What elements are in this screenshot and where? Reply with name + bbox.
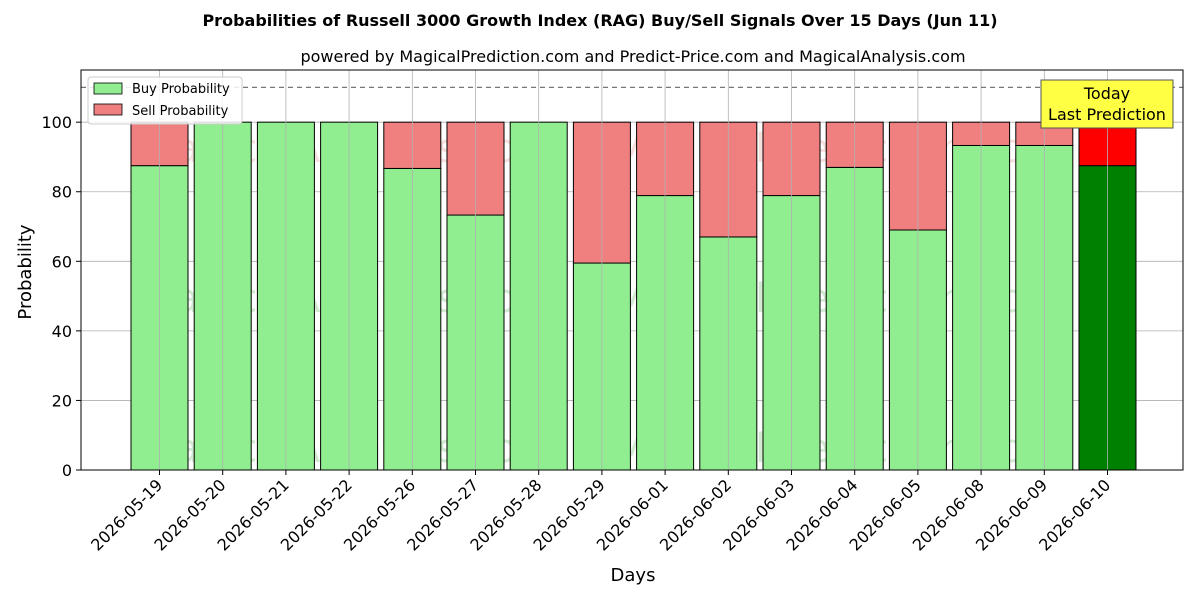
today-callout-line1: Today bbox=[1083, 84, 1130, 103]
y-tick-label: 40 bbox=[52, 322, 72, 341]
y-tick-label: 0 bbox=[62, 461, 72, 480]
x-axis-ticks: 2026-05-192026-05-202026-05-212026-05-22… bbox=[87, 470, 1114, 555]
chart-subtitle: powered by MagicalPrediction.com and Pre… bbox=[300, 47, 965, 66]
legend-box bbox=[87, 76, 243, 125]
y-tick-label: 20 bbox=[52, 391, 72, 410]
today-callout: Today Last Prediction bbox=[1040, 79, 1174, 129]
legend-sell-swatch bbox=[93, 103, 123, 116]
y-axis-label: Probability bbox=[15, 224, 36, 319]
legend-buy-label: Buy Probability bbox=[132, 82, 230, 97]
y-tick-label: 60 bbox=[52, 252, 72, 271]
x-axis-label: Days bbox=[611, 565, 656, 586]
y-axis-ticks: 0 20 40 60 80 100 bbox=[41, 113, 81, 480]
legend-sell-label: Sell Probability bbox=[132, 104, 229, 119]
today-callout-box bbox=[1040, 79, 1174, 129]
y-tick-label: 100 bbox=[41, 113, 72, 132]
legend-buy-swatch bbox=[93, 82, 123, 95]
threshold-layer bbox=[81, 70, 1183, 470]
chart-title: Probabilities of Russell 3000 Growth Ind… bbox=[202, 11, 997, 30]
plot-frame bbox=[80, 69, 1184, 471]
y-tick-label: 80 bbox=[52, 183, 72, 202]
legend: Buy Probability Sell Probability bbox=[87, 76, 243, 125]
today-callout-line2: Last Prediction bbox=[1048, 105, 1166, 124]
